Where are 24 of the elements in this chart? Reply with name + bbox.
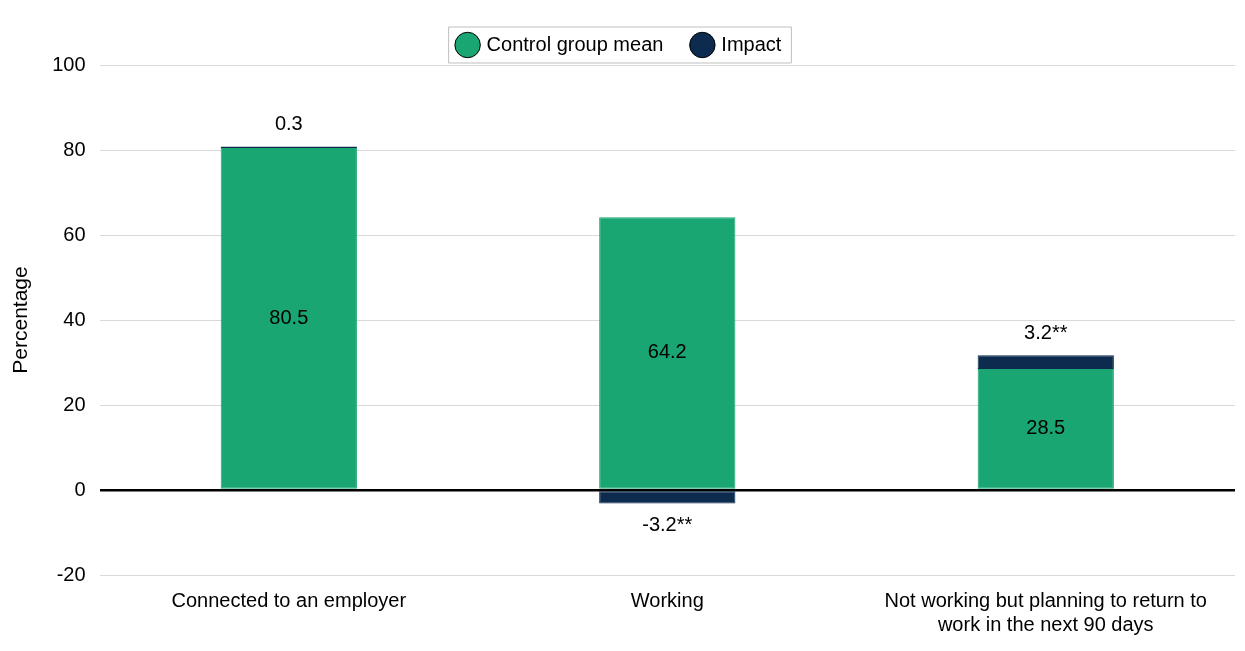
bar — [599, 491, 736, 504]
x-tick-label: Not working but planning to return to work in the next 90 days — [884, 588, 1207, 635]
y-axis-title: Percentage — [8, 266, 32, 374]
legend-label: Impact — [721, 32, 782, 55]
y-tick-label: 60 — [63, 222, 86, 245]
y-tick-label: -20 — [56, 562, 86, 585]
legend-label: Control group mean — [486, 32, 664, 55]
y-tick-label: 100 — [52, 52, 86, 75]
x-tick-label: Connected to an employer — [171, 588, 407, 611]
bar — [977, 355, 1114, 369]
data-label: 28.5 — [1026, 416, 1066, 439]
y-tick-label: 0 — [74, 477, 86, 500]
data-label: -3.2** — [642, 513, 693, 536]
bar — [977, 368, 1114, 489]
bar — [220, 147, 357, 489]
bar — [599, 217, 736, 489]
data-label: 80.5 — [269, 305, 309, 328]
x-tick-label: Working — [630, 588, 704, 611]
y-tick-label: 80 — [63, 137, 86, 160]
data-label: 0.3 — [274, 112, 303, 135]
data-label: 3.2** — [1024, 320, 1068, 343]
y-tick-label: 40 — [63, 307, 86, 330]
data-label: 64.2 — [647, 340, 687, 363]
y-tick-label: 20 — [63, 392, 86, 415]
